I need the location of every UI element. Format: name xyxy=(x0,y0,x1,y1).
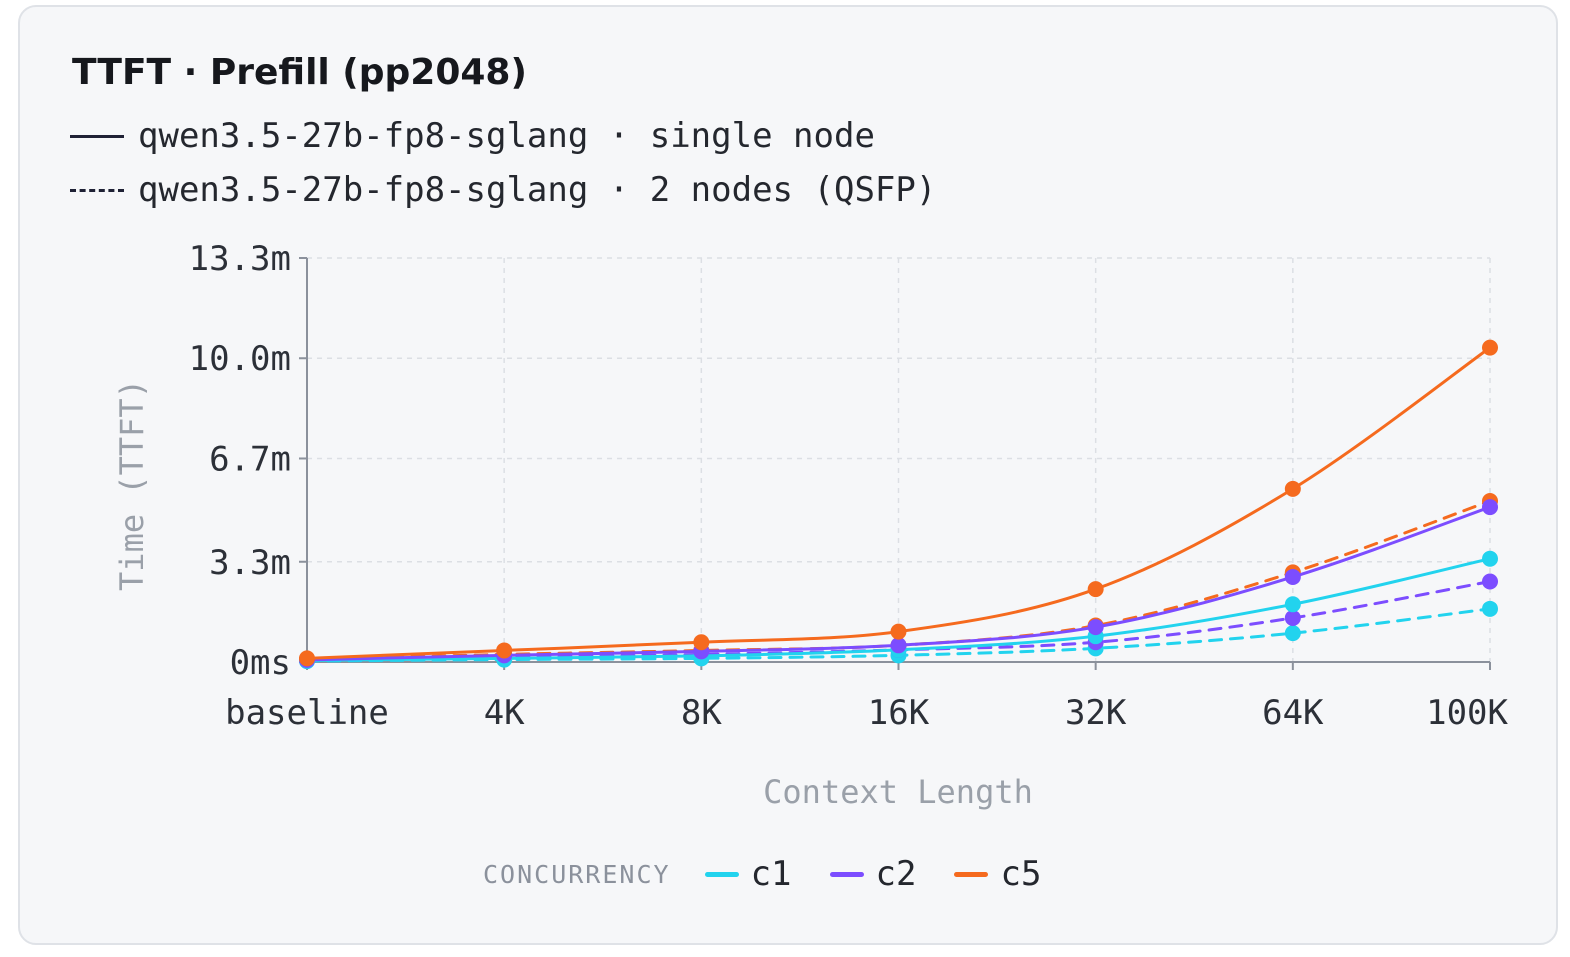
grid xyxy=(307,257,1491,662)
concurrency-legend: CONCURRENCY c1 c2 c5 xyxy=(483,852,1079,896)
legend-swatch-c1 xyxy=(704,871,739,877)
legend-item-c1[interactable]: c1 xyxy=(704,854,792,894)
x-tick-label: 100K xyxy=(1426,693,1508,733)
series-c2-single-node xyxy=(299,499,1498,668)
data-point-c2-single-node xyxy=(1482,499,1498,516)
legend-label-c2: c2 xyxy=(875,854,917,894)
data-point-c5-single-node xyxy=(1482,339,1498,356)
data-point-c5-single-node xyxy=(1087,581,1104,598)
solid-line-swatch xyxy=(70,134,124,138)
legend-swatch-c5 xyxy=(954,871,989,877)
legend-item-c2[interactable]: c2 xyxy=(829,854,917,894)
x-tick-label: baseline xyxy=(225,693,389,733)
dashed-line-swatch xyxy=(70,188,124,192)
y-tick-label: 0ms xyxy=(230,643,291,683)
data-point-c2-single-node xyxy=(890,637,907,654)
series xyxy=(299,339,1498,670)
chart-card xyxy=(18,5,1558,945)
chart-title: TTFT · Prefill (pp2048) xyxy=(72,52,527,93)
variant-legend-two-nodes: qwen3.5-27b-fp8-sglang · 2 nodes (QSFP) xyxy=(70,170,937,210)
legend-label-c5: c5 xyxy=(1000,854,1042,894)
axes: 0ms 3.3m 6.7m 10.0m 13.3m baseline 4K 8K 16K 32K 6… xyxy=(189,239,1509,733)
variant-label-single-node: qwen3.5-27b-fp8-sglang · single node xyxy=(138,116,875,156)
data-point-c2-two-nodes xyxy=(1284,609,1301,626)
data-point-c2-single-node xyxy=(1284,568,1301,585)
y-tick-label: 6.7m xyxy=(209,439,291,479)
y-tick-label: 10.0m xyxy=(189,339,291,379)
data-point-c5-single-node xyxy=(890,623,907,640)
x-axis-label: Context Length xyxy=(763,773,1033,811)
data-point-c5-single-node xyxy=(693,634,710,651)
data-point-c2-two-nodes xyxy=(1482,573,1498,590)
x-tick-label: 32K xyxy=(1065,693,1127,733)
legend-caption: CONCURRENCY xyxy=(483,859,671,889)
x-tick-label: 4K xyxy=(484,693,525,733)
variant-label-two-nodes: qwen3.5-27b-fp8-sglang · 2 nodes (QSFP) xyxy=(138,170,937,210)
data-point-c5-single-node xyxy=(496,642,513,659)
data-point-c5-single-node xyxy=(1284,480,1301,497)
data-point-c1-two-nodes xyxy=(1284,625,1301,642)
data-point-c1-two-nodes xyxy=(1482,600,1498,617)
legend-label-c1: c1 xyxy=(750,854,792,894)
legend-swatch-c2 xyxy=(829,871,864,877)
x-tick-label: 8K xyxy=(681,693,722,733)
variant-legend-single-node: qwen3.5-27b-fp8-sglang · single node xyxy=(70,116,875,156)
x-tick-label: 64K xyxy=(1262,693,1324,733)
series-c5-single-node xyxy=(299,339,1498,667)
y-tick-label: 13.3m xyxy=(189,239,291,279)
data-point-c1-single-node xyxy=(1284,596,1301,613)
legend-item-c5[interactable]: c5 xyxy=(954,854,1041,894)
y-tick-label: 3.3m xyxy=(209,543,291,583)
y-axis-label: Time (TTFT) xyxy=(113,379,151,591)
data-point-c1-single-node xyxy=(1482,550,1498,567)
data-point-c2-single-node xyxy=(1087,619,1104,636)
x-tick-label: 16K xyxy=(868,693,930,733)
data-point-c5-single-node xyxy=(299,650,315,667)
